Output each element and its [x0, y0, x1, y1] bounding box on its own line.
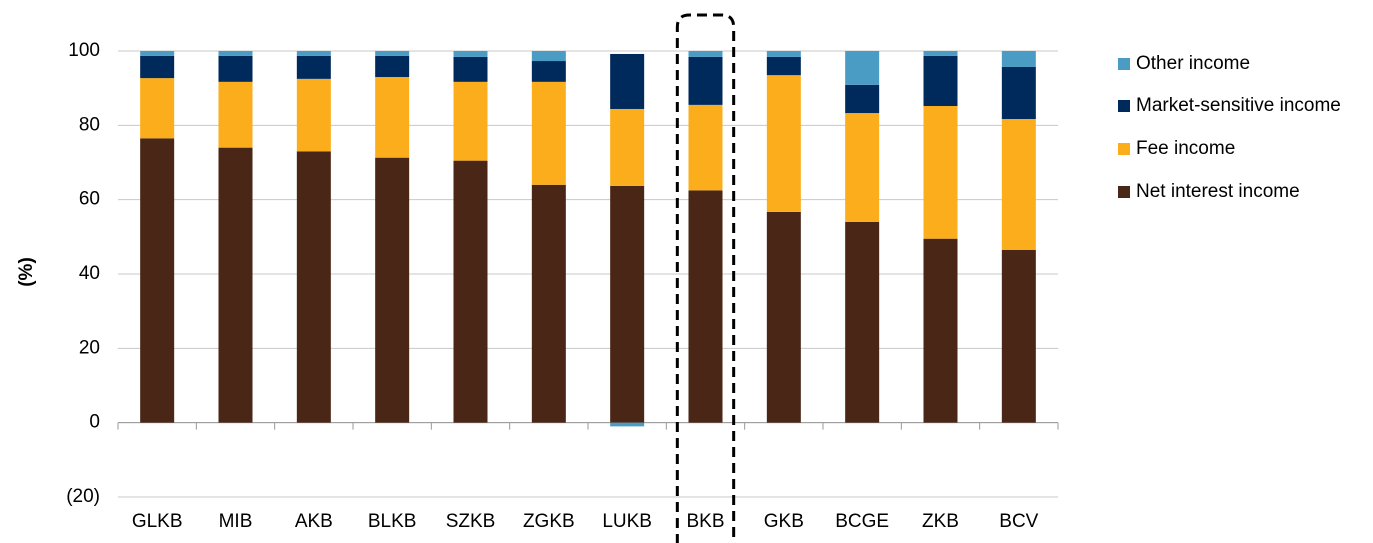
bar-segment [766, 56, 801, 76]
bar-segment [610, 53, 645, 109]
bar-segment [923, 106, 958, 239]
bar-segment [1001, 51, 1036, 67]
y-tick-label: (20) [66, 486, 100, 507]
legend-swatch [1118, 143, 1130, 155]
bar-segment [766, 51, 801, 57]
bar-segment [140, 55, 175, 79]
x-tick-label: LUKB [602, 511, 652, 532]
bar-segment [218, 147, 253, 423]
highlight-box [675, 13, 736, 543]
bar-segment [296, 78, 331, 152]
bar-segment [1001, 119, 1036, 250]
y-tick-label: 20 [79, 337, 100, 358]
legend-label: Other income [1136, 53, 1250, 74]
x-tick-label: MIB [219, 511, 253, 532]
legend-swatch [1118, 100, 1130, 112]
bar-segment [296, 55, 331, 79]
bar-segment [453, 56, 488, 82]
bar-segment [766, 75, 801, 212]
bar-segment [218, 51, 253, 56]
bar-segment [688, 56, 723, 105]
y-tick-label: 0 [89, 412, 100, 433]
bar-segment [453, 51, 488, 57]
bar-segment [140, 78, 175, 139]
bar-segment [140, 138, 175, 423]
bar-segment [1001, 249, 1036, 423]
bar-segment [688, 190, 723, 423]
bar-segment [296, 51, 331, 56]
bar-segment [845, 221, 880, 423]
bar-segment [531, 81, 566, 185]
bar-segment [531, 51, 566, 62]
y-tick-label: 80 [79, 114, 100, 135]
x-tick-label: GKB [764, 511, 804, 532]
x-tick-label: BKB [686, 511, 724, 532]
bar-segment [375, 77, 410, 158]
bar-segment [218, 81, 253, 148]
bar-segment [1001, 66, 1036, 120]
bar-segment [531, 61, 566, 82]
x-tick-label: BCV [999, 511, 1038, 532]
y-tick-label: 60 [79, 189, 100, 210]
bar-segment [610, 185, 645, 423]
bar-segment [140, 51, 175, 56]
bar-segment [610, 108, 645, 186]
legend-swatch [1118, 58, 1130, 70]
y-axis-label: (%) [16, 257, 37, 287]
bar-segment [688, 104, 723, 191]
bar-segment [688, 51, 723, 57]
bar-segment [375, 51, 410, 56]
bar-segment [845, 51, 880, 85]
y-tick-label: 40 [79, 263, 100, 284]
bar-segment [766, 211, 801, 423]
x-tick-label: BCGE [835, 511, 889, 532]
bar-segment [610, 422, 645, 427]
bar-segment [845, 84, 880, 114]
bar-segment [923, 55, 958, 107]
bar-segment [923, 238, 958, 423]
legend-label: Fee income [1136, 138, 1235, 159]
legend-label: Net interest income [1136, 181, 1300, 202]
x-tick-label: ZGKB [523, 511, 575, 532]
bar-segment [845, 113, 880, 222]
x-tick-label: ZKB [922, 511, 959, 532]
legend-swatch [1118, 186, 1130, 198]
bar-segment [375, 157, 410, 423]
bar-segment [531, 184, 566, 423]
bar-segment [375, 55, 410, 78]
legend-label: Market-sensitive income [1136, 95, 1341, 116]
bar-segment [296, 151, 331, 423]
x-tick-label: GLKB [132, 511, 183, 532]
bar-segment [453, 160, 488, 423]
bar-segment [923, 51, 958, 56]
x-tick-label: SZKB [446, 511, 496, 532]
bar-segment [218, 55, 253, 82]
y-tick-label: 100 [68, 40, 100, 61]
x-tick-label: AKB [295, 511, 333, 532]
bar-segment [453, 81, 488, 161]
x-tick-label: BLKB [368, 511, 417, 532]
